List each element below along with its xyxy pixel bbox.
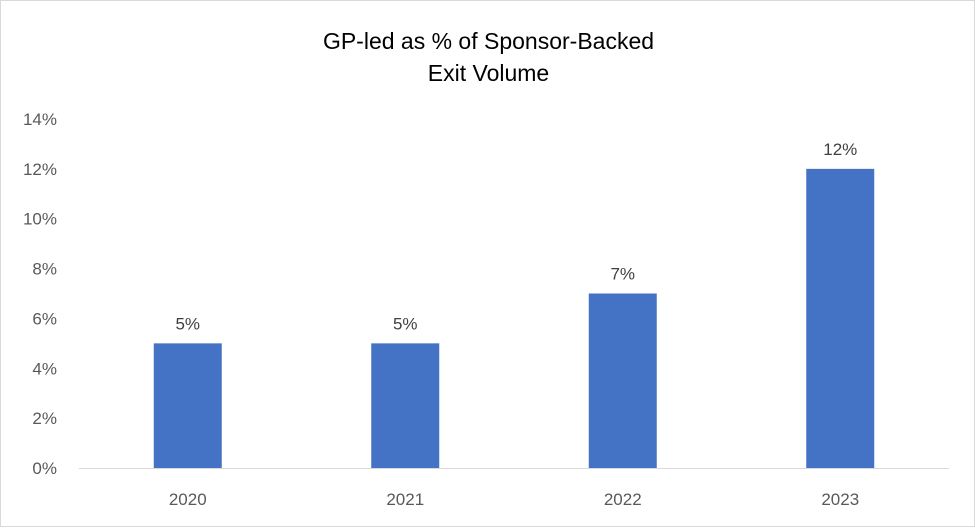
- bar-2022: [588, 293, 657, 468]
- x-category-label: 2020: [169, 490, 207, 509]
- x-category-label: 2022: [604, 490, 642, 509]
- data-label: 12%: [823, 140, 857, 159]
- x-category-label: 2023: [821, 490, 859, 509]
- y-tick-label: 4%: [32, 359, 57, 378]
- chart-title-line-1: GP-led as % of Sponsor-Backed: [322, 28, 655, 54]
- chart-title-line-2: Exit Volume: [427, 60, 550, 86]
- bar-2020: [153, 343, 222, 468]
- x-category-label: 2021: [386, 490, 424, 509]
- data-label: 5%: [175, 314, 200, 333]
- y-tick-label: 14%: [23, 110, 57, 129]
- y-tick-label: 2%: [32, 409, 57, 428]
- y-tick-label: 12%: [23, 160, 57, 179]
- y-tick-label: 0%: [32, 459, 57, 478]
- data-label: 5%: [393, 314, 418, 333]
- y-tick-label: 8%: [32, 260, 57, 279]
- y-tick-label: 10%: [23, 210, 57, 229]
- bar-2021: [371, 343, 440, 468]
- y-tick-label: 6%: [32, 309, 57, 328]
- chart-title: GP-led as % of Sponsor-Backed Exit Volum…: [1, 25, 975, 89]
- bar-2023: [806, 168, 875, 468]
- data-label: 7%: [610, 265, 635, 284]
